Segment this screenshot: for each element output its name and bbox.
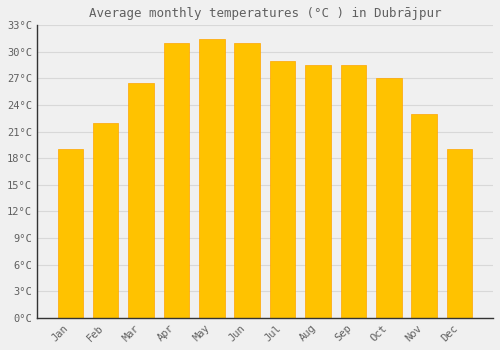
Bar [306,65,331,318]
Title: Average monthly temperatures (°C ) in Dubrājpur: Average monthly temperatures (°C ) in Du… [88,7,441,20]
Bar [234,43,260,318]
Bar [412,114,437,318]
Bar [58,149,83,318]
Bar [340,65,366,318]
Bar [270,61,295,318]
Bar [164,43,189,318]
Bar [128,83,154,318]
Bar [93,123,118,318]
Bar [447,149,472,318]
Bar [199,38,224,318]
Bar [376,78,402,318]
